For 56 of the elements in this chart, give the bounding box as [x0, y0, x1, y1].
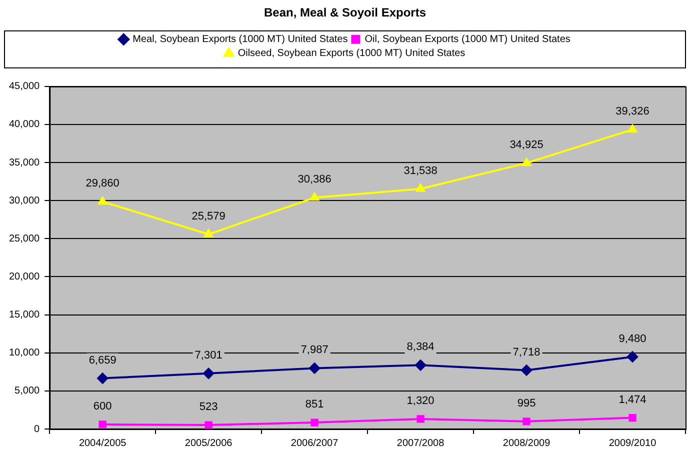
y-tick-label: 25,000 — [8, 233, 40, 244]
point — [415, 360, 426, 371]
y-tick-label: 15,000 — [8, 310, 40, 321]
y-tick-label: 20,000 — [8, 271, 40, 282]
data-label: 1,320 — [406, 394, 434, 407]
data-label: 995 — [517, 397, 536, 410]
point — [627, 351, 638, 362]
point — [98, 196, 108, 205]
data-label: 7,718 — [512, 346, 540, 358]
point — [98, 420, 106, 428]
data-label: 7,987 — [300, 344, 328, 356]
y-tick-label: 45,000 — [8, 81, 40, 92]
y-tick-label: 0 — [34, 424, 40, 435]
y-tick-label: 10,000 — [8, 348, 40, 359]
point — [203, 368, 214, 379]
legend-label: Oil, Soybean Exports (1000 MT) United States — [364, 34, 570, 46]
point — [204, 421, 212, 429]
data-label: 1,474 — [618, 394, 646, 406]
point — [309, 362, 320, 374]
data-label: 31,538 — [404, 164, 438, 177]
point — [522, 418, 530, 426]
point — [628, 414, 636, 422]
y-tick-label: 40,000 — [8, 119, 40, 130]
data-label: 9,480 — [618, 332, 646, 345]
x-tick-label: 2007/2008 — [396, 438, 445, 449]
data-label: 30,386 — [298, 174, 332, 186]
x-tick-label: 2009/2010 — [608, 438, 657, 449]
point — [204, 229, 214, 238]
point — [310, 192, 320, 201]
data-label: 34,925 — [510, 139, 544, 152]
data-label: 8,384 — [406, 341, 434, 354]
data-label: 39,326 — [616, 106, 650, 118]
data-label: 851 — [305, 398, 324, 411]
legend-label: Meal, Soybean Exports (1000 MT) United States — [132, 34, 348, 46]
point — [416, 184, 425, 192]
data-label: 523 — [199, 401, 218, 414]
x-tick-label: 2008/2009 — [502, 438, 551, 449]
data-label: 600 — [93, 400, 112, 412]
point — [310, 418, 318, 426]
point — [522, 158, 531, 166]
data-label: 6,659 — [88, 354, 116, 366]
x-tick-label: 2005/2006 — [184, 438, 233, 449]
chart-title: Bean, Meal & Soyoil Exports — [264, 6, 426, 20]
x-tick-label: 2006/2007 — [290, 438, 339, 449]
data-label: 29,860 — [86, 178, 120, 190]
point — [416, 415, 424, 423]
point — [97, 372, 108, 384]
data-label: 25,579 — [192, 210, 226, 222]
y-tick-label: 30,000 — [8, 195, 40, 206]
point — [628, 124, 637, 133]
point — [521, 364, 532, 376]
data-label: 7,301 — [194, 349, 222, 362]
x-tick-label: 2004/2005 — [78, 438, 127, 449]
legend-label: Oilseed, Soybean Exports (1000 MT) United States — [238, 48, 466, 60]
y-tick-label: 5,000 — [14, 386, 40, 397]
y-tick-label: 35,000 — [8, 157, 40, 168]
